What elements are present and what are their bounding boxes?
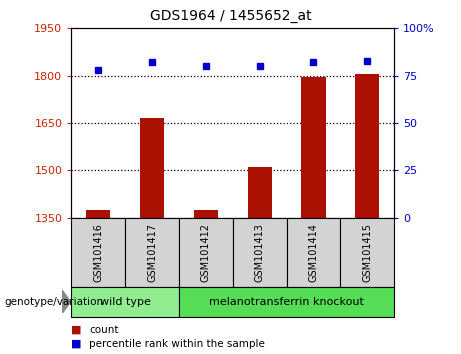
- Bar: [71, 218, 125, 287]
- Text: count: count: [89, 325, 118, 335]
- Polygon shape: [62, 290, 71, 313]
- Bar: [287, 218, 340, 287]
- Text: wild type: wild type: [100, 297, 151, 307]
- Text: melanotransferrin knockout: melanotransferrin knockout: [209, 297, 364, 307]
- Bar: [340, 218, 394, 287]
- Bar: [86, 210, 111, 218]
- Text: ■: ■: [71, 325, 82, 335]
- Bar: [140, 118, 164, 218]
- Bar: [179, 287, 394, 317]
- Text: GSM101416: GSM101416: [93, 223, 103, 282]
- Bar: [301, 77, 325, 218]
- Bar: [233, 218, 287, 287]
- Text: ■: ■: [71, 339, 82, 349]
- Bar: [248, 167, 272, 218]
- Text: percentile rank within the sample: percentile rank within the sample: [89, 339, 265, 349]
- Bar: [194, 210, 218, 218]
- Text: GSM101417: GSM101417: [147, 223, 157, 282]
- Text: GSM101412: GSM101412: [201, 223, 211, 282]
- Text: GSM101415: GSM101415: [362, 223, 372, 282]
- Bar: [355, 74, 379, 218]
- Bar: [179, 218, 233, 287]
- Text: genotype/variation: genotype/variation: [5, 297, 104, 307]
- Bar: [125, 218, 179, 287]
- Bar: [71, 287, 179, 317]
- Text: GSM101414: GSM101414: [308, 223, 319, 282]
- Text: GDS1964 / 1455652_at: GDS1964 / 1455652_at: [150, 9, 311, 23]
- Text: GSM101413: GSM101413: [254, 223, 265, 282]
